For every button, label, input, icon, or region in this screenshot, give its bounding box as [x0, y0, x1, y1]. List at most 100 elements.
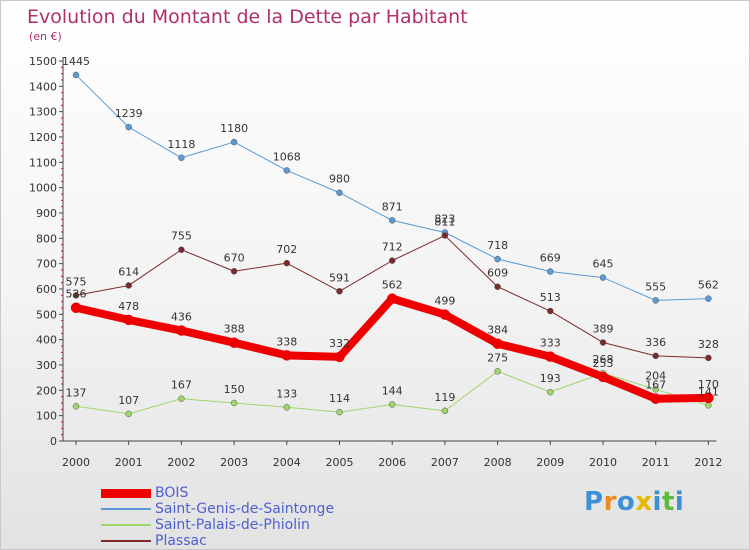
- data-label: 980: [329, 173, 350, 186]
- legend-swatch: [101, 540, 151, 542]
- x-tick-label: 2002: [167, 456, 195, 469]
- legend-item: Saint-Genis-de-Saintonge: [101, 501, 334, 517]
- data-label: 718: [487, 239, 508, 252]
- data-point: [652, 386, 659, 393]
- proxiti-logo: Proxiti: [584, 487, 684, 517]
- data-label: 575: [66, 275, 87, 288]
- data-label: 167: [645, 379, 666, 392]
- data-label: 645: [593, 258, 614, 271]
- data-point: [494, 283, 501, 290]
- y-tick-label: 100: [36, 410, 57, 423]
- data-point: [597, 371, 609, 383]
- data-label: 1239: [115, 107, 143, 120]
- data-label: 133: [276, 387, 297, 400]
- data-point: [125, 410, 132, 418]
- data-label: 1445: [62, 55, 90, 68]
- data-label: 338: [276, 335, 297, 348]
- legend-swatch: [101, 508, 151, 510]
- data-point: [230, 268, 238, 275]
- data-label: 513: [540, 291, 561, 304]
- logo-letter: r: [603, 487, 617, 517]
- data-point: [388, 257, 396, 264]
- data-point: [336, 189, 343, 196]
- data-label: 609: [487, 267, 508, 280]
- data-point: [388, 401, 396, 408]
- logo-letter: t: [661, 487, 675, 517]
- x-tick-label: 2010: [589, 456, 617, 469]
- data-point: [652, 352, 659, 360]
- data-label: 167: [171, 379, 192, 392]
- chart-title: Evolution du Montant de la Dette par Hab…: [27, 6, 468, 28]
- y-tick-label: 1400: [29, 80, 57, 93]
- data-point: [547, 388, 554, 396]
- y-tick-label: 1500: [29, 55, 57, 68]
- x-tick-label: 2008: [484, 456, 512, 469]
- data-label: 193: [540, 372, 561, 385]
- data-point: [230, 138, 238, 146]
- data-label: 670: [224, 251, 245, 264]
- data-point: [388, 217, 396, 224]
- data-point: [70, 302, 82, 313]
- logo-letter: i: [652, 487, 662, 517]
- chart-legend: BOIS Saint-Genis-de-Saintonge Saint-Palais…: [101, 485, 334, 549]
- data-point: [123, 314, 134, 326]
- data-label: 555: [645, 280, 666, 293]
- y-tick-label: 1200: [29, 131, 57, 144]
- data-label: 150: [224, 383, 245, 396]
- data-point: [336, 408, 343, 416]
- data-label: 141: [698, 385, 719, 398]
- y-tick-label: 600: [36, 283, 57, 296]
- data-label: 1068: [273, 150, 301, 163]
- x-tick-label: 2004: [273, 456, 301, 469]
- x-tick-label: 2009: [536, 456, 564, 469]
- data-label: 204: [645, 369, 666, 382]
- data-point: [281, 350, 293, 361]
- data-point: [125, 123, 132, 131]
- legend-swatch: [101, 488, 151, 498]
- y-tick-label: 1100: [29, 156, 57, 169]
- data-label: 499: [434, 295, 455, 308]
- data-label: 823: [434, 213, 455, 226]
- data-label: 384: [487, 324, 508, 337]
- data-label: 137: [66, 386, 87, 399]
- data-point: [650, 393, 661, 404]
- y-tick-label: 900: [36, 207, 57, 220]
- data-point: [336, 288, 343, 295]
- logo-letter: x: [635, 487, 653, 517]
- data-point: [72, 292, 80, 299]
- chart-subtitle: (en €): [29, 30, 62, 43]
- y-tick-label: 200: [36, 384, 57, 397]
- data-point: [178, 246, 185, 253]
- data-label: 275: [487, 351, 508, 364]
- x-tick-label: 2007: [431, 456, 459, 469]
- data-point: [652, 297, 659, 304]
- legend-label: Saint-Genis-de-Saintonge: [155, 501, 335, 517]
- data-label: 388: [224, 323, 245, 336]
- data-point: [283, 259, 291, 267]
- data-point: [178, 154, 185, 162]
- data-point: [545, 351, 556, 362]
- data-label: 669: [540, 252, 561, 265]
- legend-item: Plassac: [101, 533, 334, 549]
- x-tick-label: 2000: [62, 456, 90, 469]
- y-tick-label: 700: [36, 258, 57, 271]
- y-tick-label: 1000: [29, 182, 57, 195]
- y-tick-label: 300: [36, 359, 57, 372]
- data-point: [494, 368, 501, 375]
- y-tick-label: 500: [36, 308, 57, 321]
- x-tick-label: 2003: [220, 456, 248, 469]
- x-tick-label: 2012: [694, 456, 722, 469]
- x-tick-label: 2006: [378, 456, 406, 469]
- data-label: 562: [382, 279, 403, 292]
- data-point: [178, 395, 185, 402]
- logo-letter: i: [674, 487, 685, 517]
- data-label: 526: [66, 288, 87, 301]
- data-label: 712: [382, 241, 403, 254]
- data-point: [228, 337, 240, 348]
- data-label: 107: [118, 394, 139, 407]
- series-line-saint-genis-de-saintonge: [75, 74, 709, 301]
- data-point: [703, 392, 714, 404]
- data-point: [439, 309, 451, 320]
